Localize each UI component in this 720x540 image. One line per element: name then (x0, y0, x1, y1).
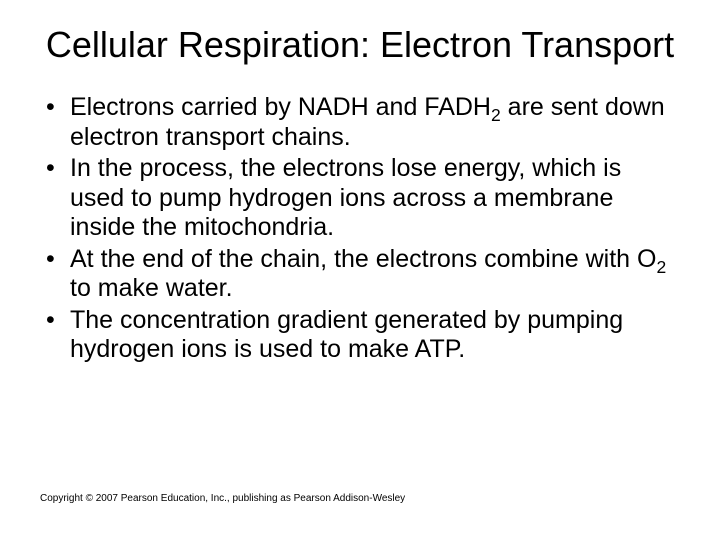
bullet-item: The concentration gradient generated by … (46, 306, 680, 365)
bullet-item: In the process, the electrons lose energ… (46, 154, 680, 243)
subscript: 2 (491, 105, 501, 125)
copyright-line: Copyright © 2007 Pearson Education, Inc.… (40, 493, 405, 504)
slide-title: Cellular Respiration: Electron Transport (40, 24, 680, 65)
subscript: 2 (656, 257, 666, 277)
slide-container: Cellular Respiration: Electron Transport… (0, 0, 720, 540)
bullet-item: At the end of the chain, the electrons c… (46, 245, 680, 304)
bullet-item: Electrons carried by NADH and FADH2 are … (46, 93, 680, 152)
bullet-list: Electrons carried by NADH and FADH2 are … (40, 93, 680, 365)
